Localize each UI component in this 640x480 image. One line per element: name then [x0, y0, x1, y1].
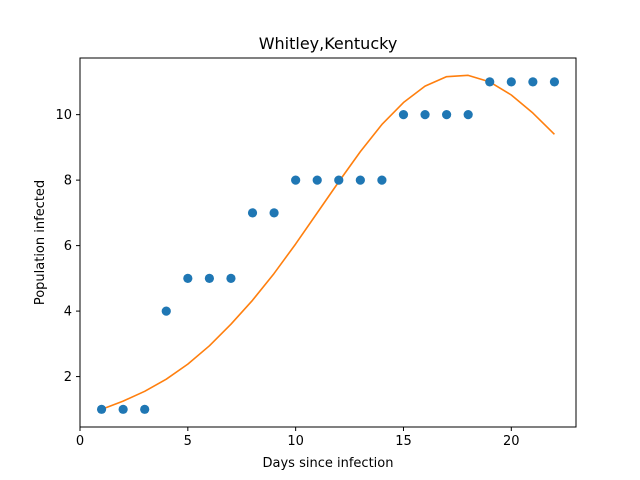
data-point: [377, 175, 387, 185]
y-tick-label-1: 4: [64, 305, 72, 320]
data-point: [204, 273, 214, 283]
y-tick-label-4: 10: [55, 108, 72, 123]
fit-line-layer: [101, 74, 555, 411]
x-tick-label-2: 10: [287, 434, 304, 449]
data-point: [247, 208, 258, 218]
data-point: [312, 175, 322, 185]
data-point: [140, 404, 150, 414]
data-point: [183, 273, 193, 283]
data-point: [226, 273, 236, 283]
x-tick-label-4: 20: [503, 434, 520, 449]
data-point: [291, 175, 301, 185]
data-point: [269, 208, 279, 218]
data-point: [334, 175, 344, 185]
plot-frame: [79, 57, 577, 428]
data-point: [355, 175, 365, 185]
fit-line: [101, 74, 555, 411]
data-point: [528, 77, 538, 87]
data-point: [442, 110, 452, 120]
data-point: [463, 110, 473, 120]
x-axis: 0 5 10 15 20: [76, 427, 520, 449]
data-point: [118, 404, 128, 414]
x-axis-label: Days since infection: [263, 456, 394, 471]
data-point: [549, 77, 560, 87]
data-point: [485, 77, 495, 87]
data-point: [420, 110, 430, 120]
y-axis: 2 4 6 8 10: [55, 108, 80, 385]
scatter-layer: [96, 77, 560, 414]
y-tick-label-3: 8: [64, 174, 72, 189]
y-tick-label-0: 2: [64, 370, 72, 385]
x-tick-label-1: 5: [184, 434, 192, 449]
x-tick-label-3: 15: [395, 434, 412, 449]
x-tick-label-0: 0: [76, 434, 84, 449]
chart-title: Whitley,Kentucky: [259, 34, 398, 53]
y-tick-label-2: 6: [64, 239, 72, 254]
y-axis-label: Population infected: [33, 180, 48, 305]
data-point: [398, 110, 409, 120]
data-point: [506, 77, 516, 87]
data-point: [96, 404, 107, 414]
data-point: [161, 306, 171, 316]
